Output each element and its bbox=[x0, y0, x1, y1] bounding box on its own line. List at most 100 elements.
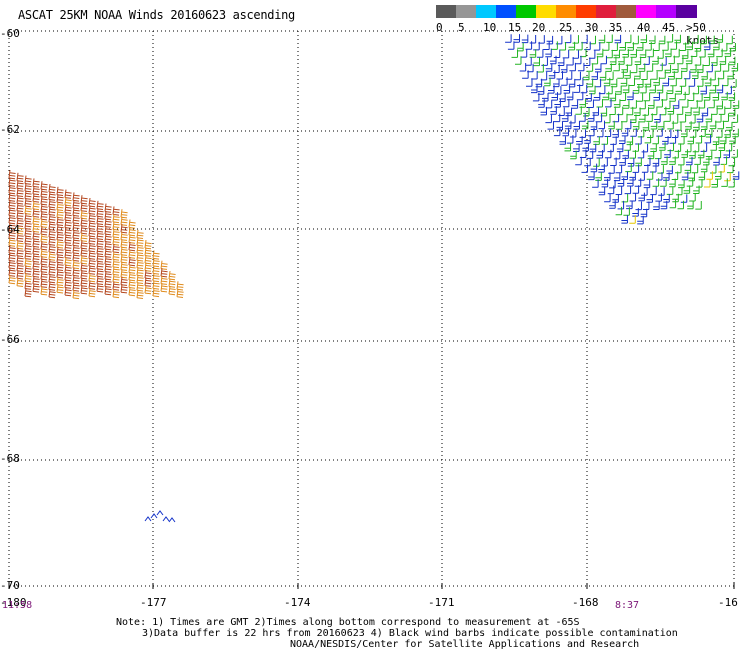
wind-barb bbox=[104, 256, 112, 266]
wind-barb bbox=[710, 164, 717, 174]
wind-barb bbox=[675, 86, 682, 95]
wind-barb bbox=[152, 257, 160, 268]
wind-barb bbox=[136, 252, 144, 262]
wind-barb bbox=[579, 113, 586, 122]
wind-barb bbox=[610, 157, 617, 166]
wind-barb bbox=[721, 91, 728, 101]
wind-barb bbox=[687, 200, 694, 210]
wind-barb bbox=[606, 34, 613, 43]
wind-barb bbox=[136, 229, 144, 239]
wind-barb bbox=[700, 35, 707, 45]
wind-barb bbox=[566, 91, 574, 101]
wind-barb bbox=[136, 289, 144, 299]
time-label-right: 8:37 bbox=[615, 600, 640, 611]
wind-barb bbox=[634, 56, 642, 65]
wind-barb bbox=[80, 277, 88, 287]
wind-barb bbox=[580, 84, 588, 94]
wind-barb bbox=[732, 100, 740, 109]
wind-barb bbox=[632, 85, 640, 94]
wind-barb bbox=[8, 222, 16, 232]
wind-barb bbox=[152, 287, 160, 298]
wind-barb bbox=[637, 79, 644, 88]
wind-barb bbox=[615, 164, 623, 174]
wind-barb bbox=[32, 283, 40, 293]
lat-label: -60 bbox=[0, 27, 20, 40]
wind-barb bbox=[636, 42, 644, 51]
wind-barb bbox=[588, 127, 595, 137]
wind-barb bbox=[56, 239, 64, 249]
wind-barb bbox=[40, 286, 48, 296]
wind-barb bbox=[96, 238, 104, 248]
wind-barb bbox=[696, 113, 704, 123]
wind-barb bbox=[731, 114, 739, 123]
wind-barb bbox=[526, 78, 533, 87]
colorbar-label: 30 bbox=[585, 21, 599, 34]
wind-barb bbox=[24, 175, 32, 185]
wind-barb bbox=[48, 206, 56, 216]
wind-barb bbox=[56, 269, 64, 279]
wind-barb bbox=[607, 143, 614, 153]
wind-barb bbox=[614, 34, 622, 44]
wind-barb bbox=[144, 247, 152, 257]
wind-barb bbox=[16, 240, 24, 250]
wind-barb bbox=[40, 188, 48, 198]
wind-barb bbox=[542, 93, 549, 102]
wind-barb bbox=[636, 93, 644, 102]
wind-barb bbox=[640, 84, 647, 94]
wind-barb bbox=[40, 256, 48, 266]
wind-barb bbox=[653, 77, 660, 86]
wind-barb bbox=[604, 128, 612, 137]
wind-barb bbox=[32, 178, 40, 188]
wind-barb bbox=[698, 171, 706, 181]
wind-barb bbox=[40, 211, 48, 221]
wind-barb bbox=[575, 55, 582, 65]
wind-barb bbox=[559, 136, 566, 145]
wind-barb bbox=[649, 84, 656, 94]
wind-barb bbox=[669, 178, 676, 188]
wind-barb bbox=[547, 121, 554, 130]
wind-barb bbox=[505, 34, 512, 43]
wind-barb bbox=[8, 177, 16, 187]
wind-barb bbox=[563, 85, 571, 94]
wind-barb bbox=[112, 206, 120, 216]
wind-barb bbox=[120, 224, 128, 234]
wind-barb bbox=[718, 163, 725, 173]
wind-barb bbox=[640, 34, 648, 43]
wind-barb bbox=[564, 142, 572, 152]
wind-barb bbox=[88, 227, 96, 238]
wind-barb bbox=[656, 98, 663, 108]
wind-barb bbox=[56, 276, 64, 286]
wind-barb bbox=[659, 70, 666, 79]
wind-barb bbox=[615, 86, 622, 95]
wind-barb bbox=[80, 202, 88, 212]
wind-barb bbox=[656, 84, 664, 94]
wind-barb bbox=[16, 187, 24, 197]
wind-barb bbox=[603, 77, 611, 87]
wind-barb bbox=[641, 71, 648, 80]
wind-barb bbox=[624, 34, 632, 44]
wind-barb bbox=[728, 56, 736, 66]
wind-barb bbox=[608, 165, 615, 174]
wind-barb bbox=[64, 264, 72, 274]
wind-barb bbox=[88, 265, 96, 275]
wind-barb bbox=[24, 258, 32, 268]
wind-barb bbox=[612, 113, 620, 123]
colorbar-swatch bbox=[496, 5, 517, 18]
wind-barb bbox=[644, 134, 652, 144]
wind-barb bbox=[611, 42, 618, 51]
wind-barb bbox=[607, 185, 615, 195]
wind-barb bbox=[40, 226, 48, 236]
wind-barb bbox=[652, 56, 659, 65]
lat-label: -70 bbox=[0, 579, 20, 592]
wind-barb bbox=[8, 237, 16, 247]
lon-label: -180 bbox=[0, 596, 27, 609]
wind-barb bbox=[613, 150, 621, 160]
wind-barb bbox=[731, 149, 738, 158]
wind-barb bbox=[666, 186, 674, 195]
wind-barb bbox=[662, 42, 669, 51]
wind-barb bbox=[605, 98, 612, 108]
colorbar-label: 40 bbox=[637, 21, 651, 34]
wind-barb bbox=[568, 41, 576, 51]
wind-barb bbox=[598, 186, 606, 196]
wind-barb bbox=[32, 260, 40, 271]
